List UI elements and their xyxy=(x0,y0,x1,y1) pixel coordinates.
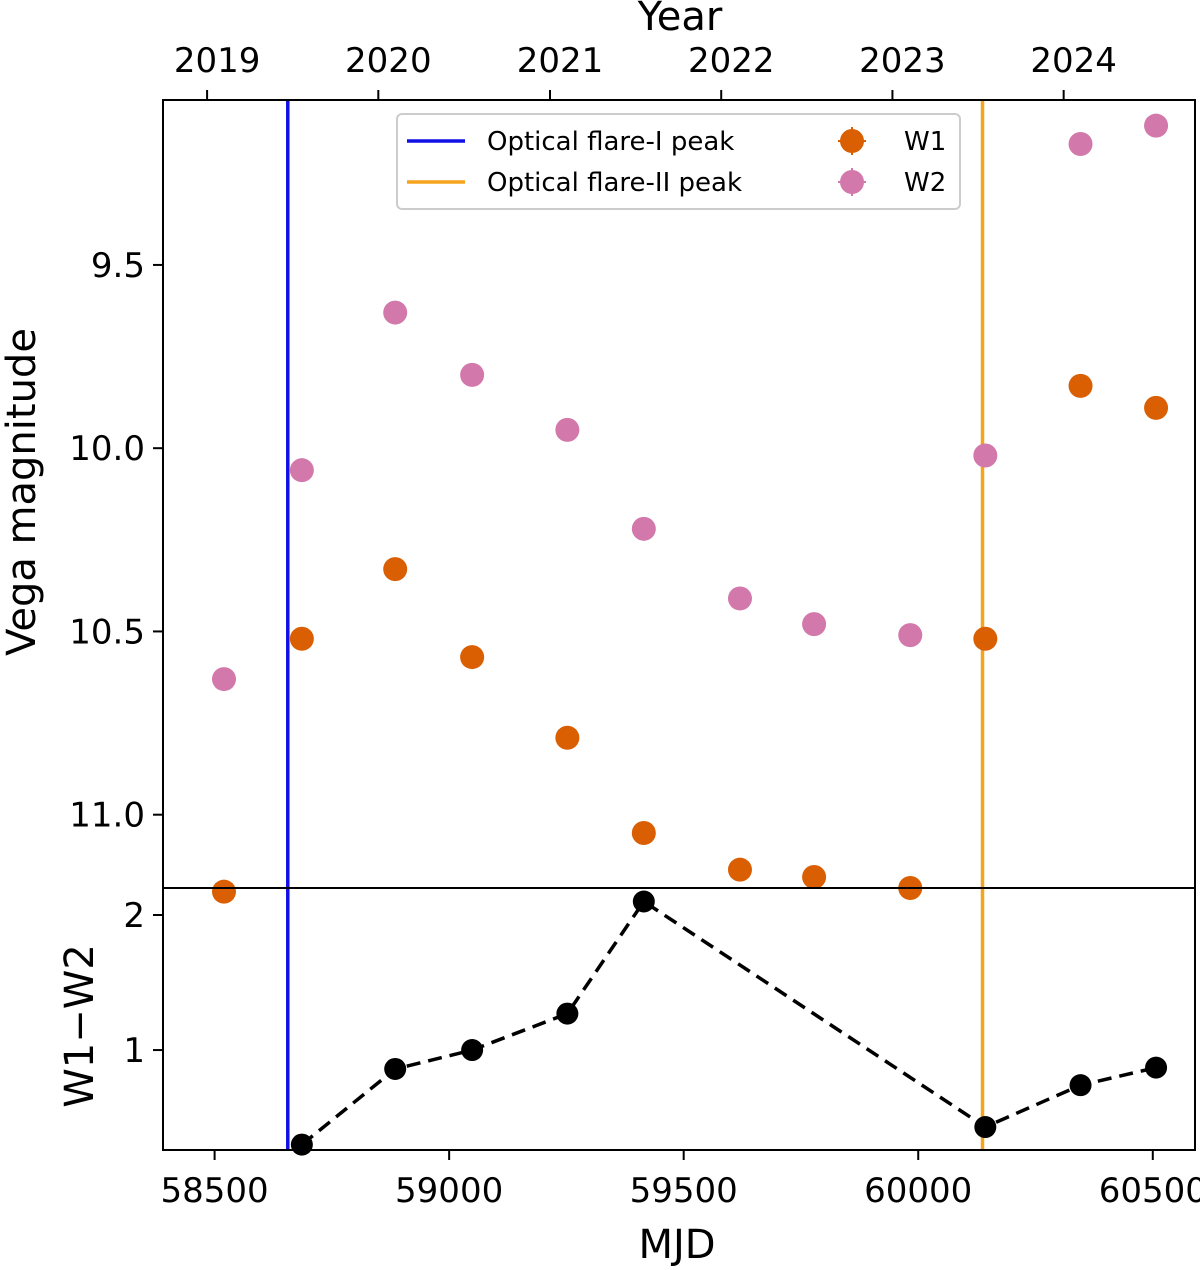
upper-y-tick-label: 9.5 xyxy=(91,246,145,286)
x-tick-label: 60000 xyxy=(864,1171,972,1211)
w1-point xyxy=(1144,395,1169,420)
color-index-point xyxy=(1145,1056,1168,1079)
lower-panel-frame xyxy=(162,887,1196,1151)
legend-box xyxy=(396,113,961,210)
color-index-point xyxy=(461,1039,484,1062)
upper-y-axis-title: Vega magnitude xyxy=(0,328,45,656)
color-index-point xyxy=(556,1002,579,1025)
w1-point xyxy=(1068,373,1093,398)
w2-point xyxy=(555,417,580,442)
w2-point xyxy=(1068,131,1093,156)
w1-point xyxy=(802,865,827,890)
upper-y-tick-label: 11.0 xyxy=(69,796,145,836)
w2-point xyxy=(631,516,656,541)
legend-label: W2 xyxy=(904,168,946,198)
color-index-line xyxy=(300,899,1157,1146)
lower-y-tick-label: 1 xyxy=(123,1031,145,1071)
lower-panel xyxy=(290,890,1168,1156)
w1-point xyxy=(383,557,408,582)
w2-point xyxy=(802,612,827,637)
color-index-point xyxy=(1069,1074,1092,1097)
w2-point xyxy=(973,443,998,468)
legend-marker-swatch xyxy=(840,170,864,194)
year-tick-label: 2020 xyxy=(345,41,432,81)
upper-panel xyxy=(211,100,1169,1150)
w2-point xyxy=(1144,113,1169,138)
legend-label: Optical flare-I peak xyxy=(487,127,734,157)
w2-point xyxy=(211,667,236,692)
w2-point xyxy=(383,300,408,325)
x-tick-label: 59500 xyxy=(630,1171,738,1211)
legend-label: W1 xyxy=(904,127,946,157)
year-tick-label: 2022 xyxy=(688,41,775,81)
axes-frame xyxy=(153,90,1196,1160)
x-axis-title: MJD xyxy=(638,1222,715,1268)
lower-y-tick-label: 2 xyxy=(123,896,145,936)
upper-y-tick-label: 10.5 xyxy=(69,612,145,652)
lower-y-axis-title: W1−W2 xyxy=(57,944,103,1108)
w1-point xyxy=(211,879,236,904)
x-tick-label: 60500 xyxy=(1099,1171,1200,1211)
w2-point xyxy=(460,362,485,387)
year-tick-label: 2021 xyxy=(517,41,604,81)
w1-point xyxy=(460,645,485,670)
upper-y-tick-label: 10.0 xyxy=(69,429,145,469)
year-tick-label: 2023 xyxy=(859,41,946,81)
color-index-point xyxy=(384,1057,407,1080)
w2-point xyxy=(289,458,314,483)
color-index-point xyxy=(632,890,655,913)
x-tick-label: 59000 xyxy=(395,1171,503,1211)
color-index-point xyxy=(974,1116,997,1139)
x-tick-label: 58500 xyxy=(161,1171,269,1211)
w1-point xyxy=(555,725,580,750)
legend-label: Optical flare-II peak xyxy=(487,168,742,198)
w1-point xyxy=(289,626,314,651)
w1-point xyxy=(973,626,998,651)
legend-marker-swatch xyxy=(840,129,864,153)
year-tick-label: 2024 xyxy=(1030,41,1117,81)
w2-point xyxy=(898,623,923,648)
w1-point xyxy=(631,821,656,846)
top-axis-title: Year xyxy=(637,0,723,40)
color-index-point xyxy=(290,1133,313,1156)
legend: Optical flare-I peak Optical flare-II pea… xyxy=(396,113,961,210)
w2-point xyxy=(727,586,752,611)
w1-point xyxy=(727,857,752,882)
upper-panel-frame xyxy=(162,99,1196,889)
year-tick-label: 2019 xyxy=(174,41,261,81)
